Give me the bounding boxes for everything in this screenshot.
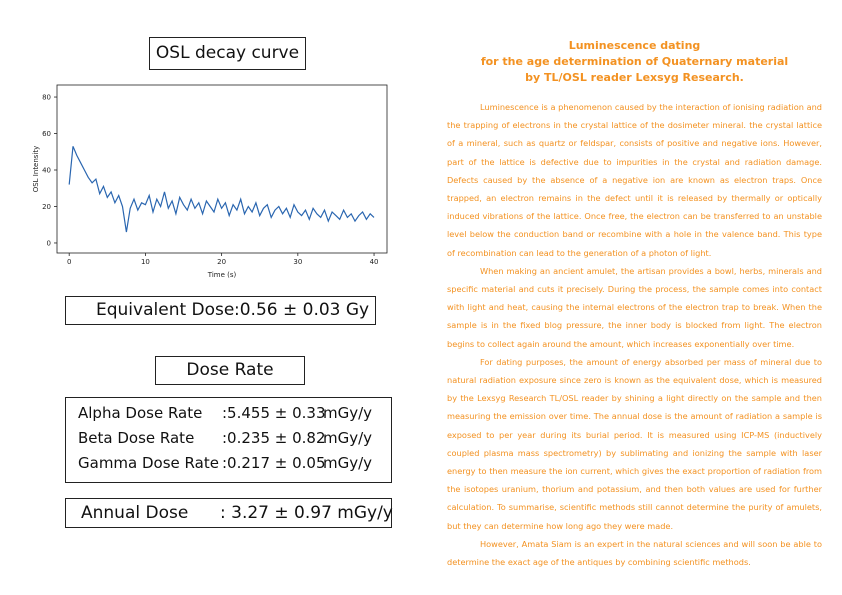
x-tick-label: 10 bbox=[141, 258, 150, 266]
plot-frame bbox=[56, 84, 388, 254]
y-tick-label: 0 bbox=[47, 239, 51, 247]
x-axis-label: Time (s) bbox=[207, 271, 237, 279]
x-tick-label: 20 bbox=[217, 258, 226, 266]
x-tick-label: 30 bbox=[293, 258, 302, 266]
chart: 0 20 40 60 80 0 10 20 30 40 Time (s) OSL Intensity bbox=[32, 84, 388, 279]
rate-label: Beta Dose Rate bbox=[78, 429, 195, 447]
rate-value: :0.217 ± 0.05 bbox=[222, 454, 326, 472]
x-tick-label: 0 bbox=[67, 258, 71, 266]
y-tick-label: 20 bbox=[42, 203, 51, 211]
decay-line bbox=[68, 146, 375, 233]
dose-rate-box: Alpha Dose Rate:5.455 ± 0.33 mGy/y Beta Do… bbox=[65, 397, 392, 483]
article: Luminescence is a phenomenon caused by t… bbox=[447, 98, 822, 571]
rate-unit: mGy/y bbox=[323, 404, 373, 422]
rate-unit: mGy/y bbox=[323, 454, 373, 472]
paragraph: Luminescence is a phenomenon caused by t… bbox=[447, 102, 822, 258]
paragraph: However, Amata Siam is an expert in the … bbox=[447, 538, 822, 568]
label: Equivalent Dose bbox=[96, 300, 235, 320]
title-line: by TL/OSL reader Lexsyg Research. bbox=[525, 71, 744, 84]
rate-label: Alpha Dose Rate bbox=[78, 404, 203, 422]
equivalent-dose-box: Equivalent Dose :0.56 ± 0.03 Gy bbox=[65, 296, 376, 325]
rate-value: :0.235 ± 0.82 bbox=[222, 429, 326, 447]
y-axis-label: OSL Intensity bbox=[32, 146, 40, 193]
title-line: Luminescence dating bbox=[568, 39, 701, 52]
y-tick-label: 60 bbox=[42, 130, 51, 138]
article-title: Luminescence dating for the age determina… bbox=[447, 38, 822, 86]
paragraph: For dating purposes, the amount of energ… bbox=[447, 356, 822, 531]
rate-value: :5.455 ± 0.33 bbox=[222, 404, 326, 422]
value: : 3.27 ± 0.97 mGy/y bbox=[220, 503, 393, 523]
dose-rate-title: Dose Rate bbox=[155, 356, 305, 385]
panel-title: OSL decay curve bbox=[149, 37, 306, 70]
title-line: for the age determination of Quaternary … bbox=[480, 55, 789, 68]
label: Annual Dose bbox=[81, 503, 189, 523]
rate-unit: mGy/y bbox=[323, 429, 373, 447]
annual-dose-box: Annual Dose : 3.27 ± 0.97 mGy/y bbox=[65, 498, 393, 528]
value: :0.56 ± 0.03 Gy bbox=[234, 300, 370, 320]
x-tick-label: 40 bbox=[370, 258, 379, 266]
y-tick-label: 80 bbox=[42, 94, 51, 102]
y-tick-label: 40 bbox=[42, 167, 51, 175]
paragraph: When making an ancient amulet, the artis… bbox=[447, 265, 822, 349]
rate-label: Gamma Dose Rate bbox=[78, 454, 219, 472]
